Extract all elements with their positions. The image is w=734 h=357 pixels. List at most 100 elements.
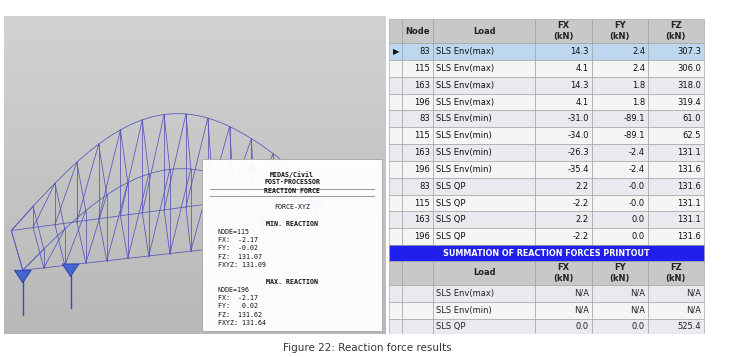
Text: 0.0: 0.0	[575, 322, 589, 331]
Text: FXYZ: 131.64: FXYZ: 131.64	[217, 320, 266, 326]
Polygon shape	[255, 215, 272, 227]
Bar	[535, 261, 592, 285]
Polygon shape	[15, 270, 31, 283]
Bar	[648, 302, 704, 318]
Bar	[592, 285, 648, 302]
Text: 131.6: 131.6	[677, 165, 702, 174]
Text: SLS Env(min): SLS Env(min)	[436, 306, 491, 315]
Text: 0.0: 0.0	[632, 322, 645, 331]
Bar	[592, 94, 648, 110]
Text: 525.4: 525.4	[677, 322, 702, 331]
Bar	[402, 228, 433, 245]
Bar	[648, 228, 704, 245]
Bar	[535, 43, 592, 60]
Bar	[433, 228, 535, 245]
Bar	[648, 60, 704, 77]
Text: 131.1: 131.1	[677, 148, 702, 157]
Bar	[389, 228, 402, 245]
Bar	[389, 195, 402, 211]
Text: 2.2: 2.2	[575, 182, 589, 191]
Text: 1.8: 1.8	[632, 81, 645, 90]
Text: 83: 83	[419, 47, 430, 56]
Bar	[648, 19, 704, 43]
Bar	[402, 60, 433, 77]
Bar	[648, 318, 704, 335]
Bar	[389, 245, 704, 261]
Bar	[389, 302, 402, 318]
Text: FX:  -2.17: FX: -2.17	[217, 295, 258, 301]
Text: SUMMATION OF REACTION FORCES PRINTOUT: SUMMATION OF REACTION FORCES PRINTOUT	[443, 248, 650, 258]
Text: 115: 115	[415, 131, 430, 140]
Bar	[535, 60, 592, 77]
Bar	[535, 285, 592, 302]
Text: 318.0: 318.0	[677, 81, 702, 90]
Text: 131.6: 131.6	[677, 232, 702, 241]
Bar	[592, 318, 648, 335]
Text: SLS QP: SLS QP	[436, 182, 465, 191]
Text: 131.1: 131.1	[677, 215, 702, 225]
Bar	[433, 318, 535, 335]
Bar	[535, 94, 592, 110]
Bar	[389, 94, 402, 110]
Bar	[389, 60, 402, 77]
Text: SLS Env(min): SLS Env(min)	[436, 165, 491, 174]
Bar	[389, 77, 402, 94]
Text: 1.8: 1.8	[632, 97, 645, 106]
Text: 0.0: 0.0	[632, 232, 645, 241]
Text: SLS Env(min): SLS Env(min)	[436, 148, 491, 157]
Bar	[648, 127, 704, 144]
Text: -31.0: -31.0	[567, 114, 589, 124]
Text: ▶: ▶	[393, 47, 399, 56]
Text: NODE=115: NODE=115	[217, 229, 250, 235]
Bar	[592, 19, 648, 43]
Bar	[535, 302, 592, 318]
Bar	[592, 178, 648, 195]
Text: 163: 163	[414, 81, 430, 90]
Text: 83: 83	[419, 114, 430, 124]
Bar	[648, 144, 704, 161]
Text: SLS QP: SLS QP	[436, 322, 465, 331]
Bar	[535, 19, 592, 43]
Bar	[648, 178, 704, 195]
Bar	[592, 77, 648, 94]
Text: -2.4: -2.4	[629, 148, 645, 157]
Bar	[389, 19, 402, 43]
Text: -0.0: -0.0	[629, 182, 645, 191]
Text: FZ:  131.62: FZ: 131.62	[217, 312, 261, 318]
Bar	[402, 211, 433, 228]
Text: SLS QP: SLS QP	[436, 198, 465, 207]
Text: SLS Env(max): SLS Env(max)	[436, 81, 494, 90]
Text: SLS QP: SLS QP	[436, 232, 465, 241]
Bar	[433, 127, 535, 144]
Bar	[433, 211, 535, 228]
Text: -2.2: -2.2	[573, 232, 589, 241]
Text: 131.1: 131.1	[677, 198, 702, 207]
Text: 163: 163	[414, 215, 430, 225]
Bar	[535, 178, 592, 195]
Text: SLS Env(min): SLS Env(min)	[436, 131, 491, 140]
Text: 14.3: 14.3	[570, 81, 589, 90]
Text: FZ
(kN): FZ (kN)	[666, 21, 686, 41]
Bar	[389, 261, 402, 285]
Text: -89.1: -89.1	[624, 114, 645, 124]
Bar	[402, 43, 433, 60]
Bar	[433, 19, 535, 43]
Bar	[535, 161, 592, 178]
Bar	[389, 285, 402, 302]
Bar	[402, 261, 433, 285]
Text: SLS Env(max): SLS Env(max)	[436, 289, 494, 298]
Text: N/A: N/A	[686, 306, 702, 315]
Text: MIDAS/Civil: MIDAS/Civil	[270, 171, 314, 178]
Bar	[535, 211, 592, 228]
Polygon shape	[308, 200, 325, 213]
Polygon shape	[62, 264, 79, 277]
Text: 163: 163	[414, 148, 430, 157]
Text: FX
(kN): FX (kN)	[553, 21, 573, 41]
Bar	[592, 195, 648, 211]
Text: 14.3: 14.3	[570, 47, 589, 56]
Bar	[592, 161, 648, 178]
Bar	[203, 159, 382, 331]
Bar	[402, 302, 433, 318]
Bar	[402, 161, 433, 178]
Bar	[592, 302, 648, 318]
